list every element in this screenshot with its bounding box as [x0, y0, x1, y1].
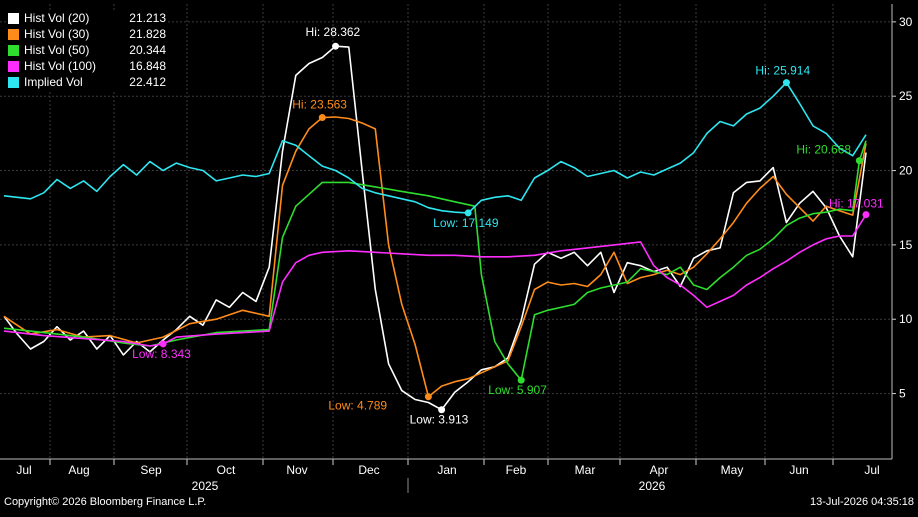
y-tick-label: 5	[899, 387, 906, 401]
x-month-label: Feb	[506, 463, 527, 477]
x-month-label: May	[721, 463, 744, 477]
extreme-marker	[855, 157, 863, 165]
legend-series-value: 21.828	[129, 27, 166, 41]
extreme-label: Hi: 17.031	[829, 197, 884, 211]
y-tick-label: 20	[899, 164, 913, 178]
legend-series-name: Implied Vol	[24, 75, 83, 89]
y-tick-label: 25	[899, 89, 913, 103]
x-month-label: Apr	[650, 463, 669, 477]
series-line[interactable]	[3, 45, 867, 411]
series-line[interactable]	[3, 214, 867, 347]
legend-item[interactable]: Hist Vol (30) 21.828	[8, 26, 166, 42]
legend-swatch	[8, 76, 19, 88]
legend-series-value: 20.344	[129, 43, 166, 57]
x-month-label: Jul	[864, 463, 879, 477]
x-month-label: Dec	[358, 463, 379, 477]
extreme-label: Low: 17.149	[433, 216, 499, 230]
extreme-marker	[332, 42, 340, 50]
extreme-marker	[464, 209, 472, 217]
timestamp-text: 13-Jul-2026 04:35:18	[810, 496, 914, 508]
extreme-label: Low: 4.789	[328, 399, 387, 413]
x-month-label: Aug	[68, 463, 89, 477]
legend-series-value: 16.848	[129, 59, 166, 73]
y-tick-label: 15	[899, 238, 913, 252]
extreme-label: Low: 3.913	[410, 413, 469, 427]
extreme-label: Hi: 23.563	[292, 98, 347, 112]
x-month-label: Oct	[217, 463, 236, 477]
series-line[interactable]	[3, 116, 867, 398]
legend-series-name: Hist Vol (20)	[24, 11, 90, 25]
series-lines	[3, 45, 867, 411]
x-month-label: Jul	[16, 463, 31, 477]
extreme-label: Low: 8.343	[132, 347, 191, 361]
extreme-label: Hi: 28.362	[306, 25, 361, 39]
legend-swatch	[8, 44, 19, 56]
legend-swatch	[8, 60, 19, 72]
y-tick-label: 30	[899, 15, 913, 29]
legend-item[interactable]: Hist Vol (50) 20.344	[8, 42, 166, 58]
series-line[interactable]	[3, 140, 867, 381]
extreme-marker	[318, 114, 326, 122]
series-line[interactable]	[3, 81, 867, 214]
legend-series-value: 21.213	[129, 11, 166, 25]
x-month-label: Sep	[140, 463, 162, 477]
x-month-label: Mar	[575, 463, 596, 477]
legend-series-value: 22.412	[129, 75, 166, 89]
extreme-marker	[517, 376, 525, 384]
extreme-label: Low: 5.907	[488, 383, 547, 397]
legend-swatch	[8, 28, 19, 40]
x-month-label: Jun	[789, 463, 808, 477]
legend-series-name: Hist Vol (50)	[24, 43, 90, 57]
legend-item[interactable]: Hist Vol (100) 16.848	[8, 58, 166, 74]
legend-item[interactable]: Hist Vol (20) 21.213	[8, 10, 166, 26]
extreme-marker	[438, 406, 446, 414]
extreme-marker	[159, 340, 167, 348]
x-month-label: Jan	[437, 463, 456, 477]
legend-series-name: Hist Vol (30)	[24, 27, 90, 41]
extreme-label: Hi: 25.914	[755, 64, 810, 78]
legend-series-name: Hist Vol (100)	[24, 59, 97, 73]
x-year-label: 2025	[192, 479, 219, 493]
y-tick-label: 10	[899, 312, 913, 326]
x-month-label: Nov	[286, 463, 307, 477]
extreme-label: Hi: 20.668	[796, 143, 851, 157]
legend: Hist Vol (20) 21.213 Hist Vol (30) 21.828 Hi…	[8, 10, 166, 90]
x-year-label: 2026	[639, 479, 666, 493]
hi-low-markers: Hi: 28.362 Low: 3.913 Hi: 23.563 Low: 4.789…	[132, 25, 884, 427]
copyright-text: Copyright© 2026 Bloomberg Finance L.P.	[4, 496, 207, 508]
extreme-marker	[782, 79, 790, 87]
extreme-marker	[424, 393, 432, 401]
legend-item[interactable]: Implied Vol 22.412	[8, 74, 166, 90]
extreme-marker	[862, 211, 870, 219]
legend-swatch	[8, 12, 19, 24]
